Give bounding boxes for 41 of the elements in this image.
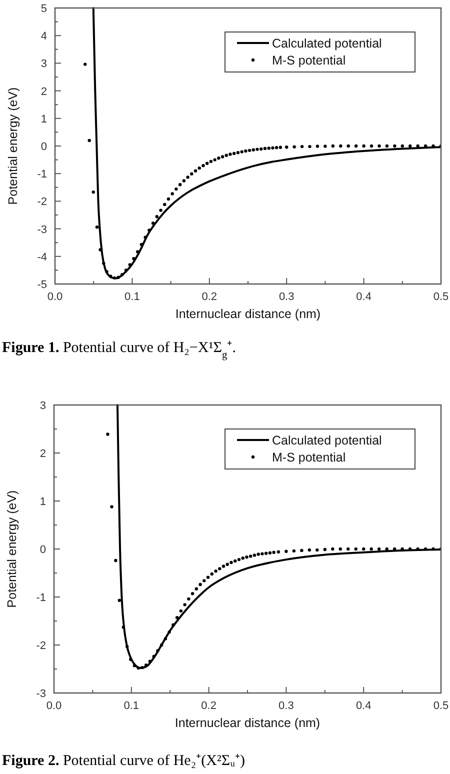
y-axis-title: Potential energy (eV) bbox=[5, 490, 19, 608]
legend-label: Calculated potential bbox=[272, 434, 382, 448]
y-axis-title: Potential energy (eV) bbox=[6, 87, 20, 205]
caption: Figure 1. Potential curve of H₂−X¹Σ$_{g}$⁺. bbox=[2, 340, 236, 360]
x-tick-label: 0.2 bbox=[201, 700, 216, 712]
legend-label: M-S potential bbox=[272, 54, 346, 68]
y-tick-label: 5 bbox=[40, 3, 47, 15]
x-axis-title: Internuclear distance (nm) bbox=[175, 307, 321, 321]
caption: Figure 2. Potential curve of He₂⁺(X²Σᵤ⁺) bbox=[2, 753, 246, 769]
x-axis-title: Internuclear distance (nm) bbox=[174, 716, 320, 730]
x-tick-label: 0.2 bbox=[202, 291, 218, 303]
y-tick-label: 4 bbox=[40, 30, 47, 43]
y-tick-label: 3 bbox=[40, 400, 46, 412]
x-tick-label: 0.3 bbox=[278, 291, 294, 303]
y-tick-label: -5 bbox=[37, 279, 47, 291]
y-tick-label: -3 bbox=[36, 688, 46, 700]
y-tick-label: 0 bbox=[40, 141, 47, 153]
legend-label: M-S potential bbox=[272, 450, 346, 464]
x-tick-label: 0.0 bbox=[47, 291, 63, 303]
y-tick-label: -2 bbox=[36, 640, 46, 652]
y-tick-label: 0 bbox=[40, 544, 46, 556]
x-tick-label: 0.4 bbox=[356, 291, 372, 303]
x-tick-label: 0.3 bbox=[278, 700, 294, 712]
x-tick-label: 0.5 bbox=[433, 700, 449, 712]
y-tick-label: 1 bbox=[40, 113, 47, 126]
line-series bbox=[92, 7, 441, 280]
x-tick-label: 0.1 bbox=[124, 291, 140, 303]
legend-label: Calculated potential bbox=[272, 36, 382, 50]
y-tick-label: -1 bbox=[37, 168, 47, 181]
y-tick-label: 1 bbox=[40, 496, 46, 508]
x-tick-label: 0.1 bbox=[124, 700, 140, 712]
y-tick-label: 3 bbox=[40, 58, 47, 70]
x-tick-label: 0.5 bbox=[433, 291, 449, 303]
x-tick-label: 0.4 bbox=[356, 700, 372, 712]
y-tick-label: 2 bbox=[40, 448, 46, 460]
y-tick-label: -2 bbox=[37, 196, 47, 208]
y-tick-label: -1 bbox=[36, 592, 46, 604]
y-tick-label: -3 bbox=[37, 224, 47, 236]
y-tick-label: 2 bbox=[40, 86, 47, 98]
y-tick-label: -4 bbox=[37, 251, 47, 264]
x-tick-label: 0.0 bbox=[46, 700, 62, 712]
